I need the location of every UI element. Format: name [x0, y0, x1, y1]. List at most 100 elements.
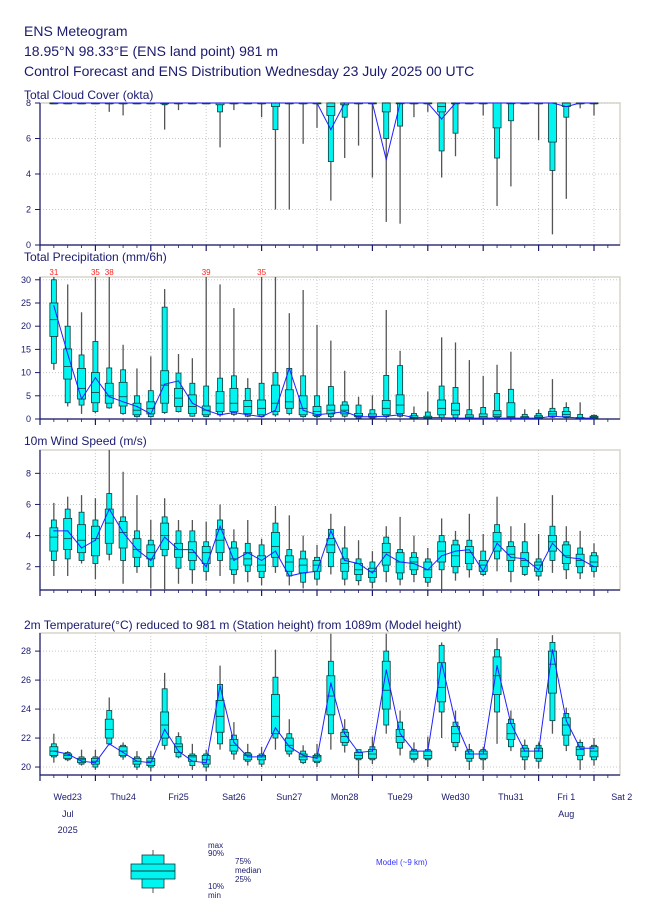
control-point: [316, 102, 318, 104]
y-tick-label: 30: [21, 275, 31, 285]
box-p25-p75: [284, 555, 294, 572]
ens-box: [118, 471, 128, 584]
box-p25-p75: [478, 413, 488, 419]
control-point: [164, 728, 166, 730]
control-point: [274, 409, 277, 411]
control-point: [399, 102, 401, 104]
box-p25-p75: [174, 743, 183, 753]
day-label: Fri 1: [557, 792, 575, 802]
temperature-panel: 20 22 24 26 28: [21, 632, 621, 781]
box-p25-p75: [215, 391, 225, 412]
control-point: [565, 416, 567, 418]
box-p10-p90: [327, 386, 334, 418]
y-tick-label: 25: [21, 298, 31, 308]
ens-box: [298, 745, 308, 765]
box-p25-p75: [520, 552, 530, 568]
control-point: [108, 102, 110, 104]
control-point: [177, 750, 180, 752]
control-point: [496, 665, 498, 667]
offscale-max-label: 38: [105, 268, 114, 277]
box-p25-p75: [63, 348, 73, 380]
control-point: [510, 102, 512, 104]
day-label: Thu31: [498, 792, 524, 802]
control-point: [538, 102, 540, 104]
box-p25-p75: [506, 723, 516, 740]
ens-box: [63, 284, 73, 407]
y-tick-label: 15: [21, 344, 31, 354]
box-p25-p75: [284, 737, 294, 752]
control-point: [454, 102, 457, 104]
control-point: [261, 756, 263, 758]
y-tick-label: 24: [21, 704, 31, 714]
control-point: [164, 102, 166, 104]
control-point: [524, 750, 526, 752]
control-point: [247, 102, 249, 104]
control-point: [371, 416, 373, 418]
control-forecast-line: [53, 649, 594, 764]
ens-box: [146, 520, 156, 589]
control-point: [191, 548, 193, 551]
box-p25-p75: [423, 750, 433, 759]
control-point: [344, 559, 346, 562]
box-p25-p75: [548, 102, 557, 143]
control-point: [593, 747, 595, 749]
ens-box: [49, 502, 59, 576]
control-point: [205, 102, 207, 104]
control-point: [247, 756, 249, 758]
control-point: [150, 102, 152, 104]
control-point: [524, 558, 526, 560]
box-p25-p75: [561, 717, 571, 736]
control-point: [288, 746, 290, 748]
box-p25-p75: [104, 718, 114, 739]
control-point: [205, 762, 207, 764]
box-p25-p75: [146, 544, 156, 560]
ens-box: [395, 350, 405, 418]
control-point: [302, 102, 304, 104]
box-p25-p75: [395, 394, 405, 414]
control-point: [427, 569, 429, 571]
control-point: [551, 415, 554, 417]
box-p25-p75: [49, 527, 59, 552]
month-label: Aug: [558, 809, 574, 819]
box-p25-p75: [451, 402, 460, 416]
ens-box: [589, 738, 599, 766]
y-tick-label: 10: [21, 368, 31, 378]
control-point: [94, 377, 96, 379]
box-p25-p75: [492, 410, 502, 418]
control-point: [177, 102, 180, 104]
box-p25-p75: [77, 757, 86, 764]
ens-box: [492, 102, 502, 206]
control-point: [205, 409, 207, 411]
control-point: [136, 548, 138, 551]
control-point: [344, 410, 346, 413]
box-p25-p75: [340, 558, 350, 572]
box-p25-p75: [118, 381, 128, 407]
box-p25-p75: [160, 370, 170, 404]
ens-box: [326, 633, 336, 750]
control-point: [219, 685, 221, 687]
control-point: [565, 556, 567, 558]
box-p25-p75: [506, 546, 516, 561]
y-tick-label: 8: [26, 98, 31, 108]
control-point: [233, 559, 235, 562]
box-p25-p75: [520, 747, 530, 758]
offscale-max-label: 31: [49, 268, 58, 277]
ens-box: [118, 344, 128, 415]
ens-box: [271, 649, 280, 750]
ens-box: [257, 277, 267, 418]
control-point: [122, 401, 124, 403]
control-point: [399, 561, 401, 563]
ens-box: [49, 277, 59, 370]
control-point: [67, 102, 69, 104]
cloud-panel-title: Total Cloud Cover (okta): [24, 88, 153, 102]
box-p25-p75: [257, 399, 267, 416]
ens-box: [437, 518, 447, 590]
control-point: [122, 751, 124, 754]
box-p10-p90: [507, 102, 514, 122]
control-point: [385, 553, 387, 555]
box-p25-p75: [437, 102, 447, 113]
ens-box: [298, 289, 308, 418]
box-p25-p75: [187, 541, 197, 561]
temperature-panel-title: 2m Temperature(°C) reduced to 981 m (Sta…: [24, 618, 461, 632]
